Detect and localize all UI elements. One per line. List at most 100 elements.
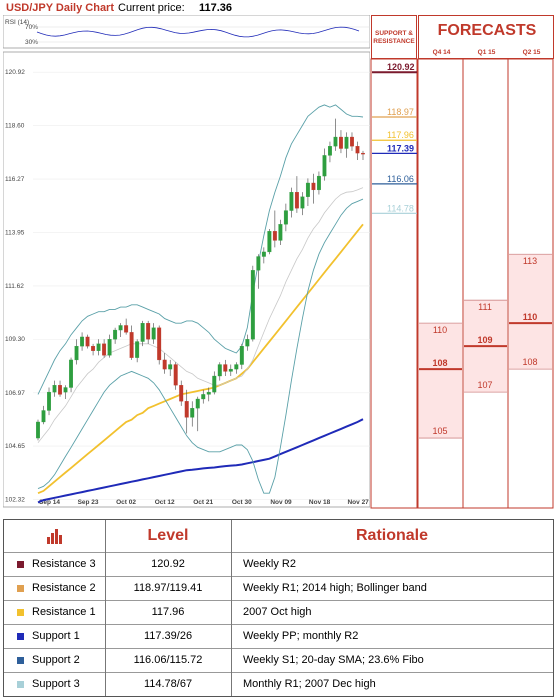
price-chart: RSI (14) 70% 30% 120.92 118.60 116.27 113.95 11…	[2, 14, 371, 508]
level-rationale: Weekly R2	[243, 558, 296, 570]
candle-body	[278, 224, 283, 241]
sr-title-line1: SUPPORT &	[375, 30, 413, 37]
x-tick-label: Oct 12	[155, 499, 175, 506]
rsi-tick-label: 70%	[25, 24, 38, 31]
candle-body	[327, 146, 332, 156]
support-resistance-header: SUPPORT & RESISTANCE	[371, 15, 417, 59]
candle-body	[107, 339, 112, 356]
candle-body	[201, 394, 206, 400]
level-name: Resistance 1	[32, 606, 96, 618]
candle-body	[129, 332, 134, 358]
rsi-line	[36, 26, 360, 38]
table-row: Resistance 2 118.97/119.41 Weekly R1; 20…	[4, 576, 553, 600]
candle-body	[212, 375, 217, 393]
level-name: Resistance 3	[32, 558, 96, 570]
candle-body	[124, 325, 129, 333]
x-tick-label: Sep 14	[39, 499, 60, 506]
level-value: 116.06/115.72	[133, 654, 203, 666]
level-name: Support 1	[32, 630, 80, 642]
candle-body	[162, 359, 167, 370]
candle-body	[239, 345, 244, 365]
table-row: Support 1 117.39/26 Weekly PP; monthly R…	[4, 624, 553, 648]
candle-body	[80, 336, 85, 347]
x-tick-label: Nov 27	[347, 499, 369, 506]
current-price-value: 117.36	[199, 2, 233, 14]
level-column-header: Level	[147, 527, 189, 544]
bollinger-upper-line	[37, 104, 364, 395]
sr-level-label: 117.39	[387, 143, 414, 153]
forecasts-header: FORECASTS Q4 14 Q1 15 Q2 15	[418, 15, 554, 59]
table-row: Support 2 116.06/115.72 Weekly S1; 20-da…	[4, 648, 553, 672]
quarter-label: Q2 15	[522, 49, 541, 56]
candle-body	[135, 341, 140, 358]
table-divider	[105, 520, 106, 696]
sr-level-label: 117.96	[387, 130, 414, 140]
x-tick-label: Oct 02	[116, 499, 136, 506]
forecast-low-label: 105	[432, 426, 447, 436]
sma-blue-line	[37, 418, 364, 504]
level-value: 118.97/119.41	[133, 582, 203, 594]
candle-body	[283, 210, 288, 225]
y-tick-label: 118.60	[5, 123, 25, 130]
level-name: Support 2	[32, 654, 80, 666]
candle-body	[69, 359, 74, 388]
sr-column	[370, 58, 418, 509]
x-tick-label: Nov 18	[309, 499, 331, 506]
forecast-column	[507, 58, 554, 509]
candle-body	[311, 182, 316, 191]
table-row: Resistance 3 120.92 Weekly R2	[4, 552, 553, 576]
candle-body	[267, 231, 272, 253]
forecast-high-label: 113	[523, 256, 537, 266]
candle-body	[272, 231, 277, 241]
level-value: 120.92	[151, 558, 185, 570]
level-value: 114.78/67	[143, 678, 193, 690]
level-swatch	[17, 609, 24, 616]
table-row: Resistance 1 117.96 2007 Oct high	[4, 600, 553, 624]
level-value: 117.96	[151, 606, 185, 618]
x-tick-label: Sep 23	[78, 499, 99, 506]
sma-yellow-line	[37, 223, 364, 495]
rsi-tick-label: 30%	[25, 39, 38, 46]
candle-body	[85, 336, 90, 347]
candle-body	[250, 270, 255, 340]
candle-body	[179, 385, 184, 402]
forecast-high-label: 110	[433, 325, 447, 335]
candle-body	[234, 364, 239, 370]
candle-body	[118, 325, 123, 331]
candle-body	[261, 251, 266, 257]
level-swatch	[17, 681, 24, 688]
forecasts-title: FORECASTS	[437, 22, 537, 39]
forecast-low-label: 107	[477, 380, 492, 390]
candle-body	[102, 343, 107, 356]
candle-body	[195, 398, 200, 409]
forecast-high-label: 111	[478, 302, 492, 312]
candle-body	[333, 136, 338, 147]
candle-body	[91, 345, 96, 351]
sr-level-label: 114.78	[387, 203, 414, 213]
level-rationale: Weekly PP; monthly R2	[243, 630, 359, 642]
sr-level-label: 116.06	[387, 174, 414, 184]
candle-body	[355, 146, 360, 154]
y-tick-label: 116.27	[5, 176, 25, 183]
forecast-low-label: 108	[522, 357, 537, 367]
table-row: Support 3 114.78/67 Monthly R1; 2007 Dec…	[4, 672, 553, 696]
level-swatch	[17, 657, 24, 664]
level-name: Support 3	[32, 678, 80, 690]
rationale-column-header: Rationale	[355, 527, 428, 544]
chart-title: USD/JPY Daily Chart	[6, 2, 115, 14]
quarter-label: Q4 14	[432, 49, 451, 56]
candle-body	[58, 385, 62, 395]
sma20-line	[37, 187, 364, 443]
x-tick-label: Oct 21	[193, 499, 213, 506]
sr-level-label: 120.92	[387, 62, 415, 72]
forecast-lower-band	[419, 369, 462, 439]
level-swatch	[17, 561, 24, 568]
x-tick-label: Nov 09	[270, 499, 292, 506]
candle-body	[223, 364, 228, 372]
candle-body	[316, 175, 321, 191]
forecast-upper-band	[419, 323, 462, 370]
candle-body	[74, 345, 79, 361]
candle-body	[350, 136, 354, 147]
candle-body	[217, 364, 222, 377]
rsi-panel	[2, 14, 371, 49]
